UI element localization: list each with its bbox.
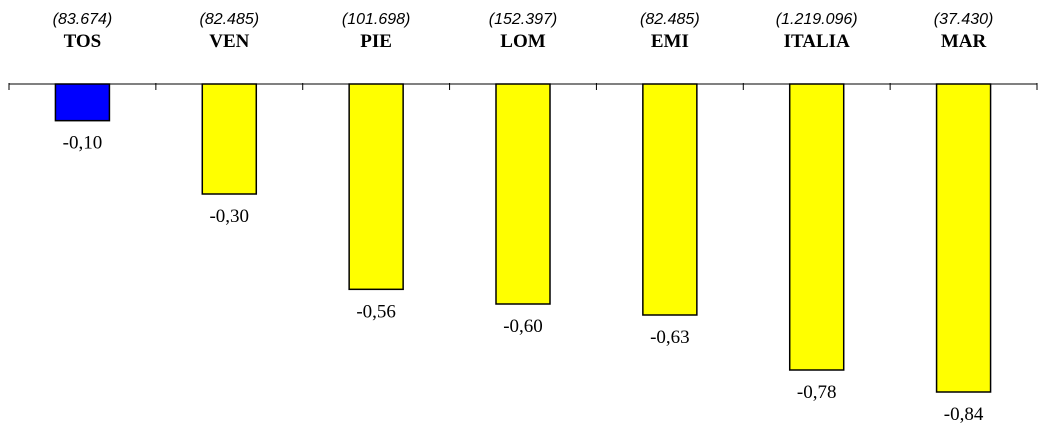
bar-lom: [495, 83, 551, 305]
labels: (83.674) TOS -0,10 (82.485) VEN -0,30 (101.698…: [53, 11, 994, 425]
bar-emi: [642, 83, 698, 316]
bars: [54, 83, 992, 393]
count-label: (152.397): [489, 11, 558, 28]
bar-mar: [935, 83, 992, 393]
value-label: -0,63: [650, 327, 690, 348]
bar-italia: [788, 83, 845, 371]
bar-pie: [348, 83, 404, 291]
value-label: -0,10: [63, 133, 103, 154]
category-label: EMI: [651, 31, 689, 52]
value-label: -0,84: [944, 404, 984, 425]
value-label: -0,56: [356, 301, 396, 322]
bar-tos: [54, 83, 111, 122]
count-label: (1.219.096): [776, 11, 858, 28]
category-label: PIE: [360, 31, 392, 52]
count-label: (37.430): [934, 11, 994, 28]
value-label: -0,78: [797, 382, 837, 403]
category-label: LOM: [500, 31, 545, 52]
category-label: VEN: [209, 31, 249, 52]
category-label: ITALIA: [784, 31, 850, 52]
count-label: (101.698): [342, 11, 411, 28]
value-label: -0,30: [209, 206, 249, 227]
bar-ven: [201, 83, 258, 195]
count-label: (82.485): [199, 11, 259, 28]
count-label: (83.674): [53, 11, 113, 28]
value-label: -0,60: [503, 316, 543, 337]
axis-ticks: [8, 83, 1038, 90]
category-label: MAR: [941, 31, 987, 52]
category-label: TOS: [64, 31, 102, 52]
count-label: (82.485): [640, 11, 700, 28]
